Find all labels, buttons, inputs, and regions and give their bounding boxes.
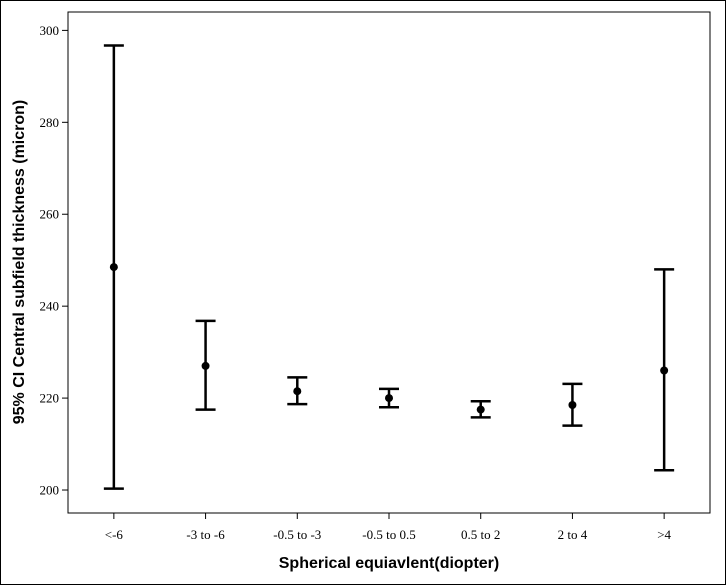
error-bar-4 [470, 400, 491, 419]
x-tick-label: -0.5 to 0.5 [362, 527, 415, 542]
mean-point [568, 400, 577, 409]
y-tick-label: 220 [40, 391, 60, 406]
x-tick-label: 0.5 to 2 [461, 527, 500, 542]
x-tick-label: 2 to 4 [558, 527, 588, 542]
error-bar-0 [103, 44, 124, 490]
x-tick-label: <-6 [105, 527, 124, 542]
y-axis: 200 220 240 260 280 300 [40, 23, 68, 498]
y-axis-label: 95% CI Central subfield thickness (micro… [11, 100, 28, 425]
error-bar-5 [562, 382, 583, 427]
y-tick-label: 200 [40, 483, 60, 498]
mean-point [201, 361, 210, 370]
y-tick-label: 240 [40, 299, 60, 314]
x-tick-label: >4 [657, 527, 671, 542]
x-axis: <-6 -3 to -6 -0.5 to -3 -0.5 to 0.5 0.5 to 2… [105, 513, 672, 542]
x-tick-label: -3 to -6 [186, 527, 225, 542]
mean-point [293, 387, 302, 396]
mean-point [385, 394, 393, 403]
y-tick-label: 260 [40, 207, 60, 222]
x-tick-label: -0.5 to -3 [273, 527, 321, 542]
error-bar-2 [287, 376, 308, 406]
mean-point [109, 263, 118, 272]
y-tick-label: 280 [40, 115, 60, 130]
error-bar-6 [654, 268, 675, 472]
error-bars [103, 44, 675, 490]
error-bar-3 [379, 387, 399, 409]
mean-point [660, 366, 669, 375]
error-bar-1 [195, 319, 216, 411]
plot-area [67, 11, 711, 514]
x-axis-label: Spherical equiavlent(diopter) [279, 555, 499, 572]
y-tick-label: 300 [40, 23, 60, 38]
mean-point [476, 405, 485, 414]
